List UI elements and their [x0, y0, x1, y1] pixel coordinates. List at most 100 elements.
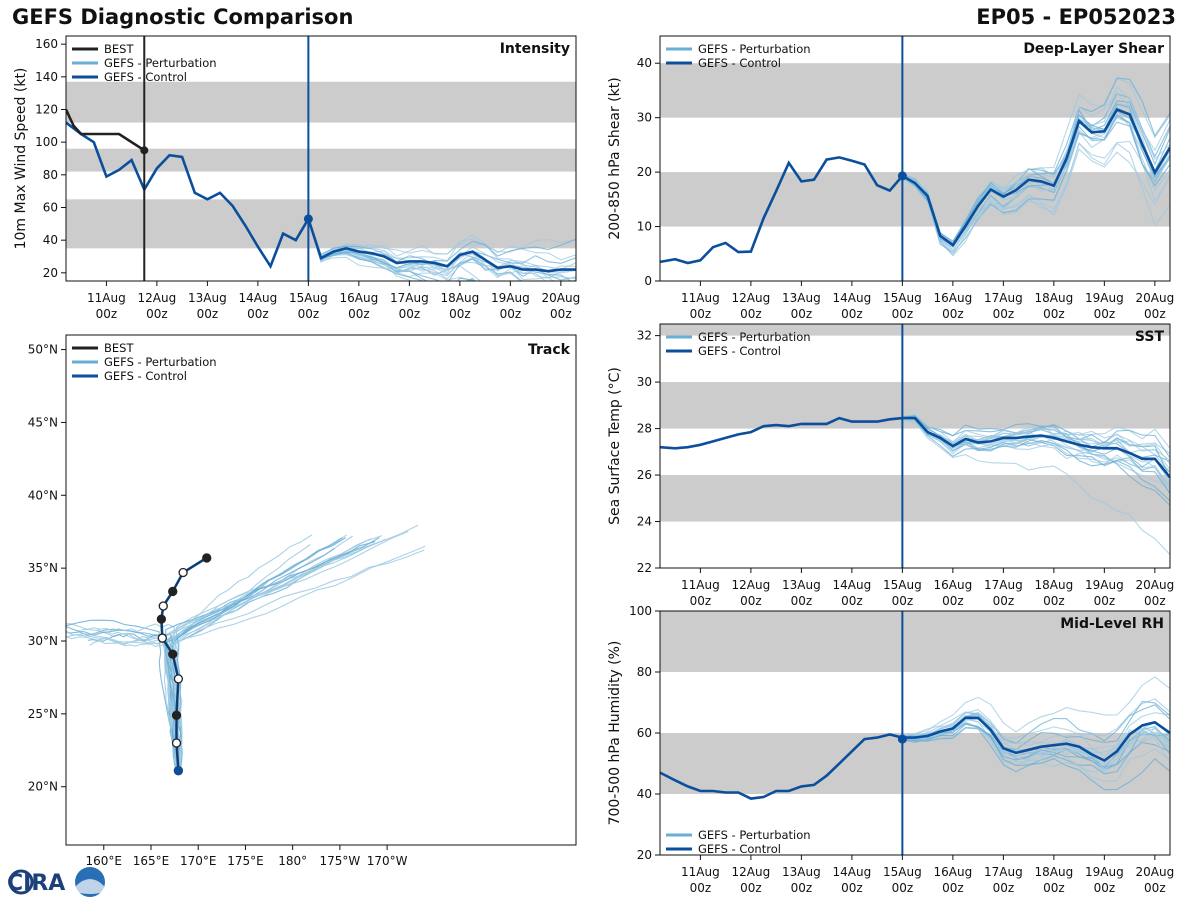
sst-xtick-label: 00z [993, 594, 1015, 608]
track-xtick-label: 180° [278, 854, 307, 868]
intensity-plot-area [66, 36, 576, 281]
intensity-member-10 [307, 219, 482, 281]
shear-control-line [660, 107, 1170, 265]
rh-xtick-label: 13Aug [782, 865, 821, 879]
track-frame [65, 334, 577, 846]
track-ytick-label: 20°N [28, 780, 58, 794]
intensity-panel: 20 40 60 80 100 120 140 160 11Aug 00z 12Aug 00z 13Au… [13, 35, 580, 321]
sst-ytick-label: 28 [637, 422, 652, 436]
track-xtick-label: 175°W [319, 854, 360, 868]
rh-panel: 20 40 60 80 100 11Aug 00z 12Aug 00z 13Aug 00z 14Aug… [607, 604, 1174, 895]
intensity-ytick-label: 120 [35, 103, 58, 117]
rh-xtick-label: 00z [892, 881, 914, 895]
rh-band-1 [660, 611, 1170, 672]
sst-member-2 [902, 418, 1170, 486]
rh-ytick-label: 40 [637, 787, 652, 801]
shear-xtick-label: 00z [1144, 307, 1166, 321]
sst-xtick-label: 16Aug [934, 578, 973, 592]
rh-band-0 [660, 733, 1170, 794]
intensity-member-15 [307, 217, 576, 269]
track-member-23 [166, 549, 425, 774]
rh-member-6 [902, 727, 1170, 775]
rh-member-17 [902, 718, 1170, 771]
sst-member-13 [902, 418, 1170, 555]
intensity-legend-label: GEFS - Perturbation [104, 56, 217, 70]
sst-ytick-label: 24 [637, 515, 652, 529]
rh-xtick-label: 18Aug [1035, 865, 1074, 879]
sst-xtick-label: 00z [892, 594, 914, 608]
track-member-26 [66, 631, 180, 774]
sst-legend-label: GEFS - Perturbation [698, 330, 811, 344]
intensity-frame [65, 35, 577, 282]
sst-xtick-label: 11Aug [681, 578, 720, 592]
track-legend-label: GEFS - Control [104, 369, 187, 383]
sst-band-2 [660, 324, 1170, 336]
intensity-ytick-label: 140 [35, 70, 58, 84]
intensity-title: Intensity [500, 41, 570, 57]
shear-xtick-label: 00z [1094, 307, 1116, 321]
rh-ylabel: 700-500 hPa Humidity (%) [607, 641, 623, 826]
rh-xtick-label: 15Aug [883, 865, 922, 879]
track-plot-area [66, 524, 426, 776]
sst-member-3 [902, 417, 1170, 502]
sst-xtick-label: 19Aug [1085, 578, 1124, 592]
shear-member-19 [902, 141, 1170, 254]
track-member-20 [66, 633, 177, 772]
track-best-point [168, 649, 178, 659]
rh-ytick-label: 80 [637, 665, 652, 679]
track-start-point [173, 766, 183, 776]
track-ytick-label: 50°N [28, 343, 58, 357]
shear-xtick-label: 00z [892, 307, 914, 321]
track-member-16 [89, 640, 178, 770]
sst-xtick-label: 13Aug [782, 578, 821, 592]
shear-panel: 0 10 20 30 40 11Aug 00z 12Aug 00z 13Aug 00z 14Aug 00… [607, 35, 1174, 321]
track-member-24 [164, 537, 347, 771]
rh-ytick-label: 100 [629, 604, 652, 618]
rh-member-15 [902, 723, 1170, 768]
intensity-ylabel: 10m Max Wind Speed (kt) [13, 68, 29, 250]
intensity-xtick-label: 16Aug [340, 291, 379, 305]
track-best-point [171, 738, 182, 748]
sst-xtick-label: 00z [1094, 594, 1116, 608]
shear-frame [659, 35, 1171, 282]
intensity-band-2 [66, 81, 576, 123]
rh-plot-area [660, 611, 1170, 855]
sst-ytick-label: 32 [637, 329, 652, 343]
track-ytick-label: 25°N [28, 707, 58, 721]
shear-xtick-label: 20Aug [1135, 291, 1174, 305]
intensity-member-2 [307, 219, 476, 281]
intensity-now-point [303, 214, 313, 224]
intensity-ytick-label: 60 [43, 201, 58, 215]
track-ytick-label: 45°N [28, 415, 58, 429]
shear-legend-label: GEFS - Control [698, 56, 781, 70]
rh-xtick-label: 00z [740, 881, 762, 895]
rh-xtick-label: 00z [993, 881, 1015, 895]
sst-xtick-label: 00z [1144, 594, 1166, 608]
sst-legend-label: GEFS - Control [698, 344, 781, 358]
intensity-legend-label: GEFS - Control [104, 70, 187, 84]
rh-xtick-label: 00z [791, 881, 813, 895]
rh-xtick-label: 11Aug [681, 865, 720, 879]
track-xtick-label: 170°E [180, 854, 217, 868]
sst-xtick-label: 00z [791, 594, 813, 608]
rh-xtick-label: 00z [841, 881, 863, 895]
rh-member-10 [902, 718, 1170, 770]
track-best-point [168, 586, 178, 597]
track-best-point [157, 633, 167, 643]
sst-member-9 [902, 415, 1170, 459]
track-best-point [156, 614, 167, 624]
intensity-xtick-label: 00z [550, 307, 572, 321]
track-xtick-label: 175°E [227, 854, 264, 868]
track-xtick-label: 165°E [133, 854, 170, 868]
rh-xtick-label: 17Aug [984, 865, 1023, 879]
intensity-member-11 [307, 217, 576, 262]
sst-xtick-label: 18Aug [1035, 578, 1074, 592]
intensity-ytick-label: 40 [43, 233, 58, 247]
track-member-9 [166, 537, 380, 773]
intensity-xtick-label: 19Aug [491, 291, 530, 305]
sst-xtick-label: 00z [690, 594, 712, 608]
shear-xtick-label: 00z [1043, 307, 1065, 321]
logo-text: CIRA [7, 871, 65, 896]
intensity-xtick-label: 00z [197, 307, 219, 321]
